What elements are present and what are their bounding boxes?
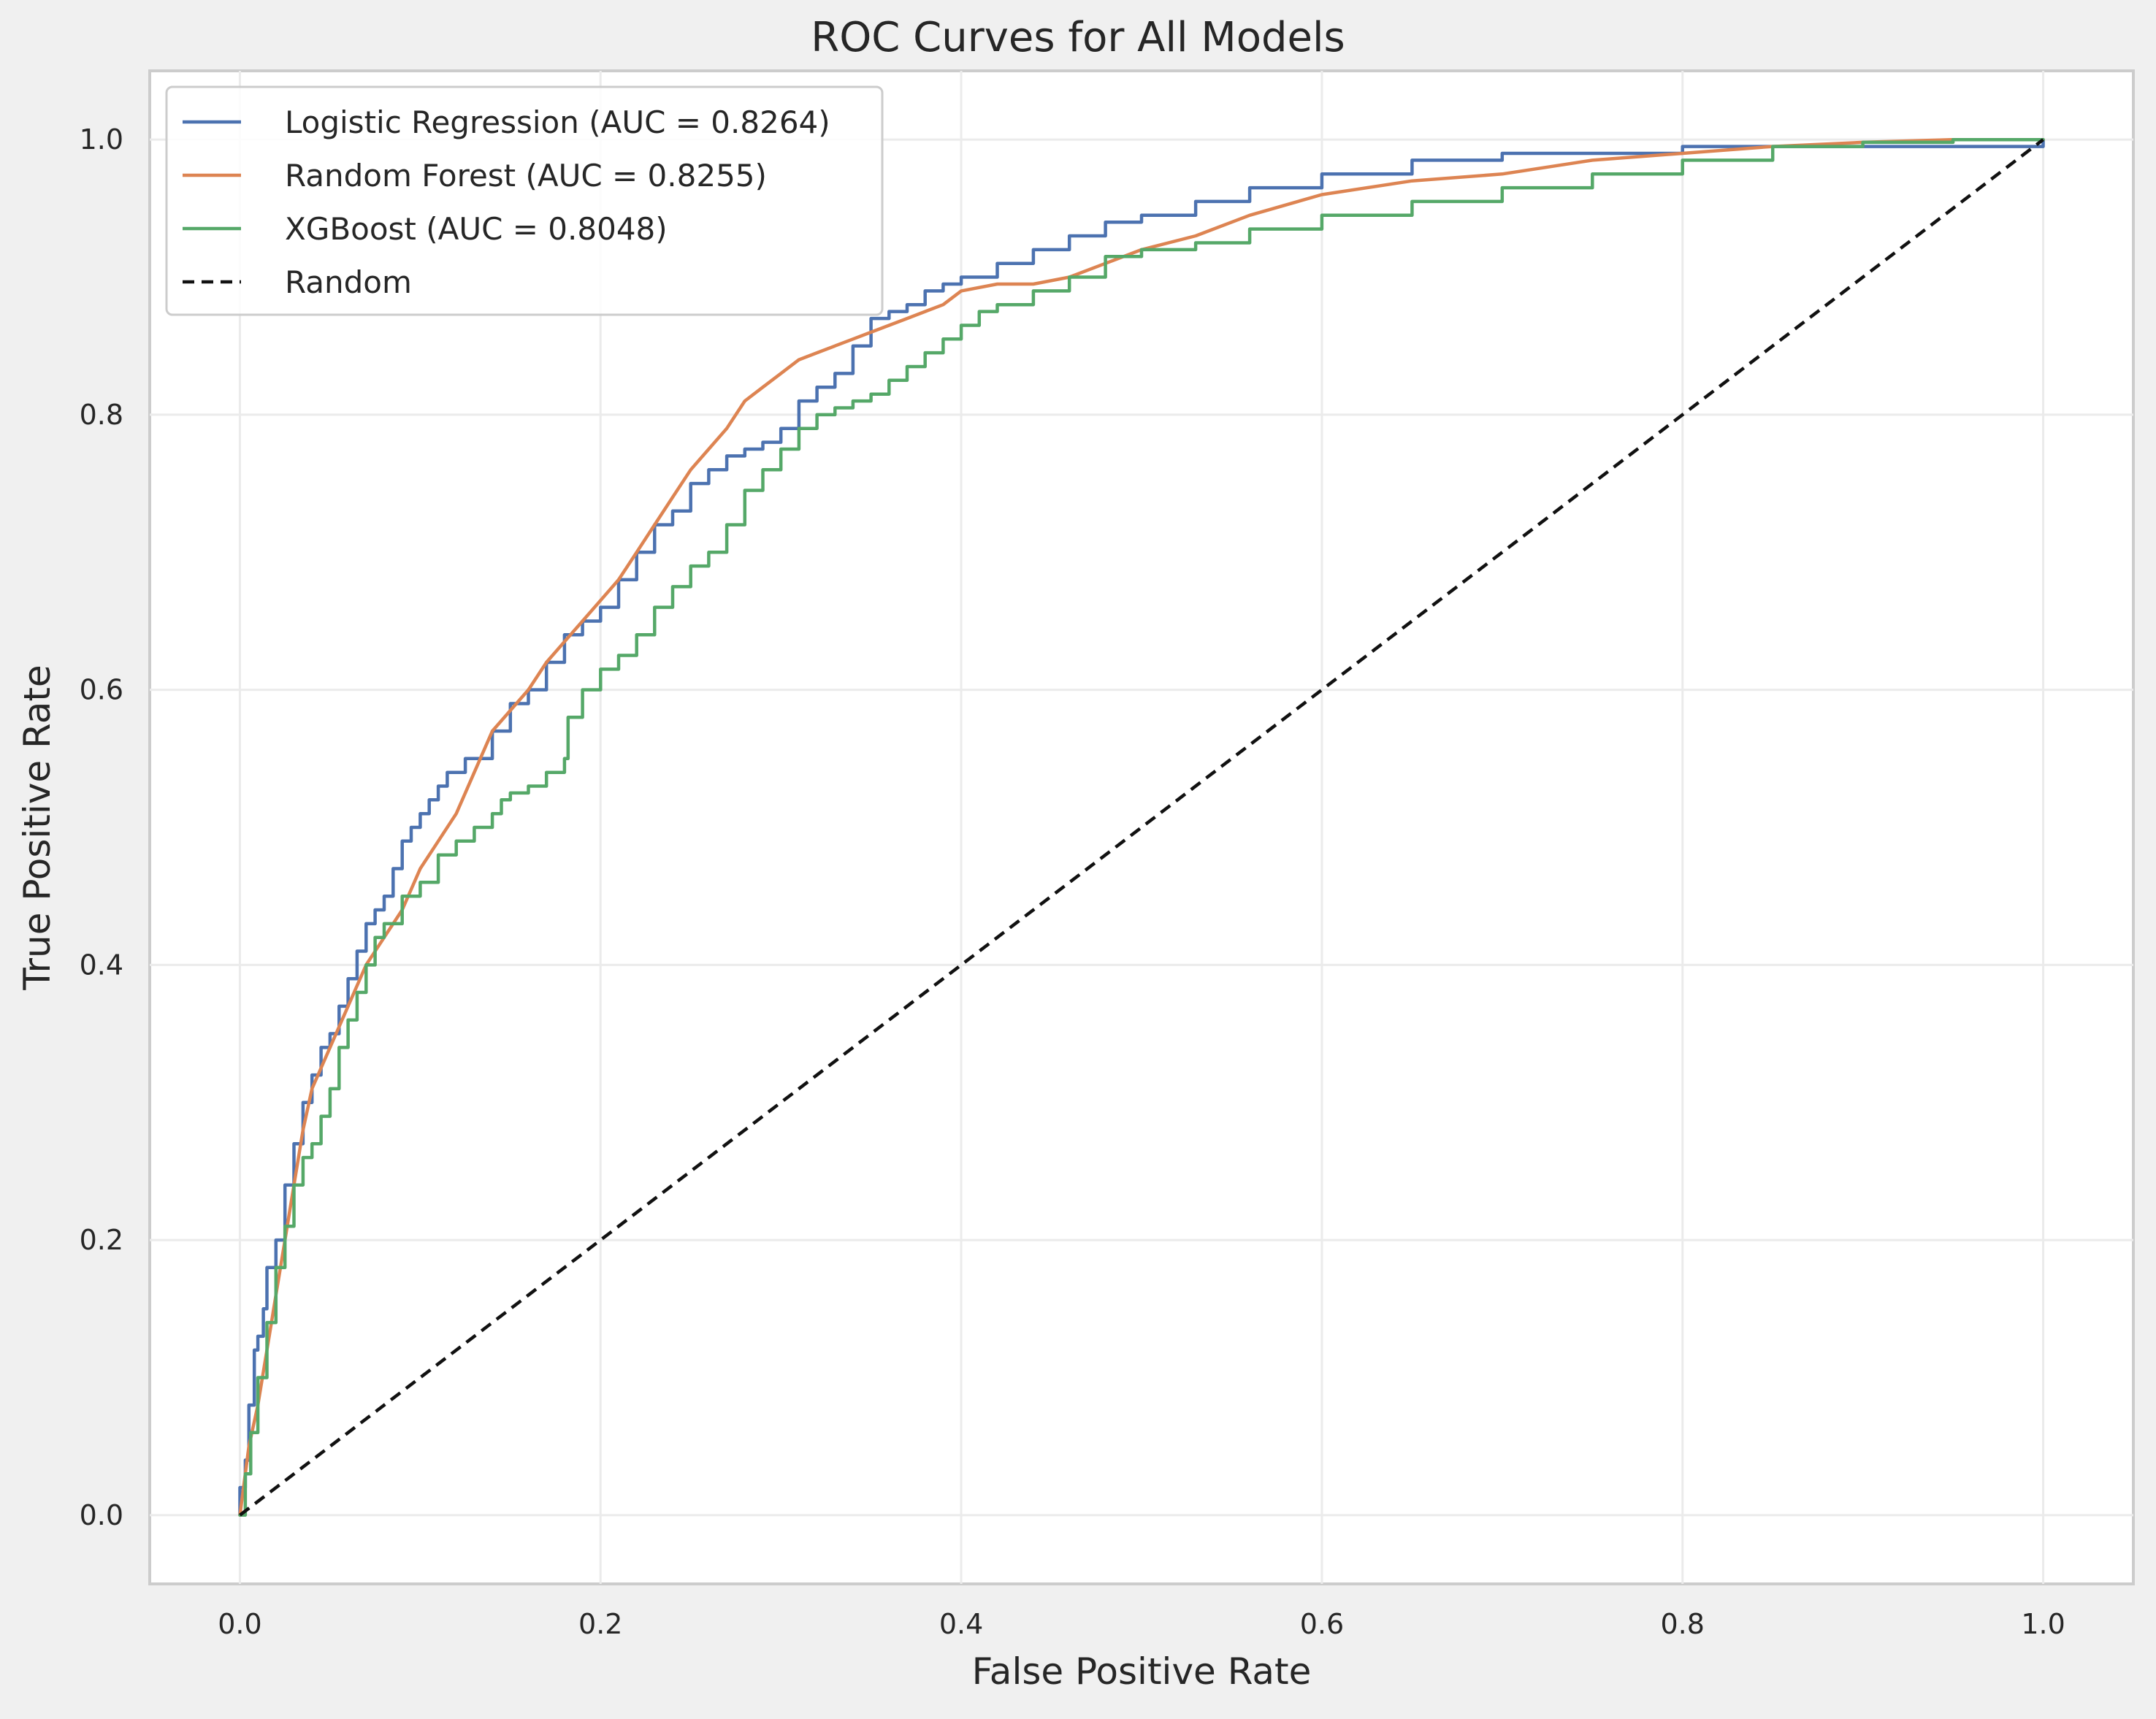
legend-box (165, 85, 884, 316)
y-axis-label: True Positive Rate (16, 665, 58, 990)
x-tick-label: 0.6 (1300, 1608, 1344, 1640)
series-layer (238, 137, 2045, 1517)
x-tick-label: 0.2 (578, 1608, 622, 1640)
legend: Logistic Regression (AUC = 0.8264) Random… (165, 85, 884, 316)
series-line-2 (238, 137, 2045, 1517)
x-tick-label: 0.4 (939, 1608, 983, 1640)
y-tick-label: 0.2 (80, 1224, 123, 1256)
legend-label: Random Forest (AUC = 0.8255) (285, 158, 767, 194)
series-line-1 (238, 137, 2045, 1517)
tick-layer: 0.0 0.2 0.4 0.6 0.8 1.0 0.0 0.2 0.4 0.6 0.8 1.0 (80, 123, 2065, 1640)
y-tick-label: 0.6 (80, 674, 123, 706)
legend-label: Random (285, 264, 412, 300)
y-tick-label: 1.0 (80, 123, 123, 156)
grid-layer (150, 71, 2133, 1584)
x-axis-label: False Positive Rate (972, 1650, 1312, 1693)
y-tick-label: 0.8 (80, 399, 123, 431)
x-tick-label: 1.0 (2021, 1608, 2065, 1640)
y-tick-label: 0.0 (80, 1499, 123, 1531)
series-line-3 (239, 138, 2044, 1517)
x-tick-label: 0.8 (1661, 1608, 1705, 1640)
y-tick-label: 0.4 (80, 949, 123, 981)
legend-label: XGBoost (AUC = 0.8048) (285, 211, 668, 247)
x-tick-label: 0.0 (218, 1608, 261, 1640)
legend-label: Logistic Regression (AUC = 0.8264) (285, 104, 830, 140)
chart-title: ROC Curves for All Models (811, 14, 1345, 61)
